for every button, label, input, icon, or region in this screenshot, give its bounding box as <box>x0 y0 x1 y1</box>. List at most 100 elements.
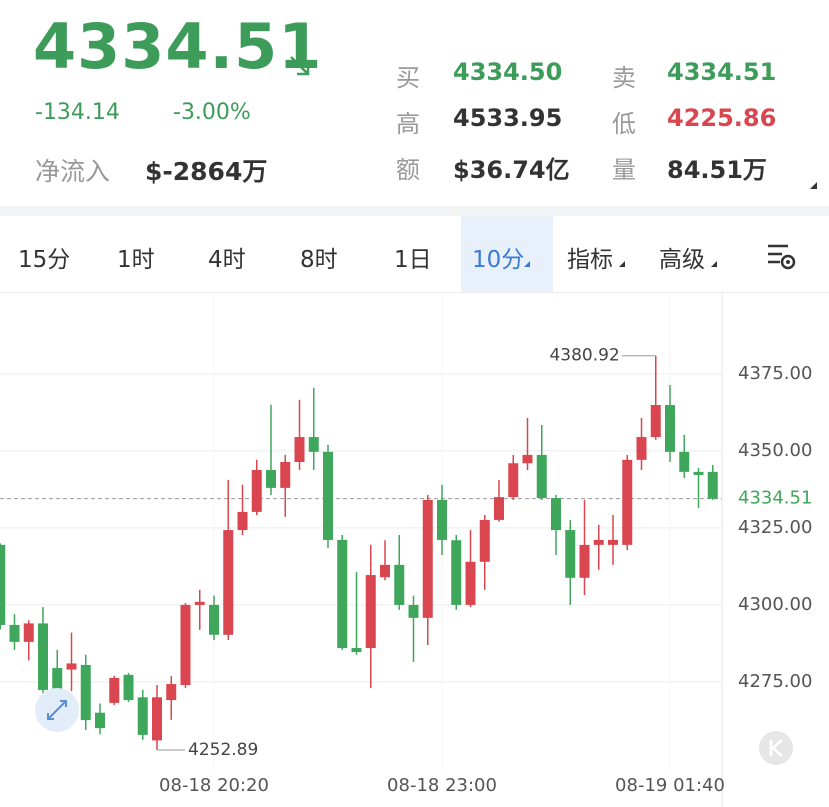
candle-body <box>294 437 305 463</box>
candle-body <box>408 604 419 618</box>
last-price-label: 4334.51 <box>738 488 812 509</box>
candle-body <box>80 664 91 721</box>
net-inflow: $-2864万 <box>145 157 268 186</box>
tab[interactable]: 高级 <box>659 247 705 273</box>
candle-body <box>323 451 333 540</box>
quote-label: 低 <box>612 110 636 138</box>
quote-label: 量 <box>612 156 636 184</box>
candle-body <box>551 498 561 531</box>
quote-value: 84.51万 <box>667 156 767 184</box>
x-tick-label: 08-18 23:00 <box>387 775 497 796</box>
candle-body <box>665 405 675 452</box>
candle-body <box>9 624 20 642</box>
candle-body <box>422 499 433 618</box>
candle-body <box>52 668 63 690</box>
candle-body <box>194 601 205 605</box>
quote-label: 额 <box>396 156 420 184</box>
candle-body <box>494 497 504 520</box>
tab-dropdown <box>711 261 717 267</box>
candle-body <box>180 604 191 685</box>
expand-toggle[interactable] <box>810 182 817 189</box>
candle-body <box>593 539 604 545</box>
tab[interactable]: 指标 <box>567 247 613 273</box>
net-inflow-label: 净流入 <box>35 157 111 186</box>
y-tick-label: 4350.00 <box>738 440 812 461</box>
candle-body <box>536 454 547 499</box>
tab[interactable]: 1时 <box>117 247 155 273</box>
candle-body <box>223 530 234 635</box>
candle-body <box>693 471 704 475</box>
candle-body <box>579 544 590 578</box>
candle-body <box>351 648 362 653</box>
y-tick-label: 4275.00 <box>738 671 812 692</box>
candle-body <box>308 437 319 452</box>
x-tick-label: 08-18 20:20 <box>159 775 269 796</box>
candle-body <box>38 623 48 690</box>
candle-body <box>565 530 576 578</box>
candle-body <box>650 405 661 438</box>
tab-bar: 15分 1时 4时 8时 1日 10分 指标 高级 <box>0 216 829 293</box>
candle-body <box>337 539 348 649</box>
candle-body <box>166 684 177 701</box>
candle-body <box>209 604 219 635</box>
candle-body <box>280 462 291 488</box>
candle-body <box>437 499 447 540</box>
quote-value: 4225.86 <box>667 104 777 132</box>
settings-icon[interactable] <box>766 242 800 272</box>
candle-body <box>0 544 6 625</box>
x-tick-label: 08-19 01:40 <box>615 775 725 796</box>
quote-label: 买 <box>396 64 420 92</box>
candle-body <box>508 463 519 498</box>
tab[interactable]: 4时 <box>208 247 246 273</box>
tab[interactable]: 10分 <box>472 247 525 273</box>
candle-body <box>152 697 162 741</box>
candle-body <box>380 564 390 578</box>
candle-body <box>608 539 618 545</box>
tab[interactable]: 15分 <box>18 247 71 273</box>
quote-label: 高 <box>396 110 420 138</box>
candle-body <box>365 575 376 649</box>
quote-value: 4533.95 <box>453 104 563 132</box>
change-pct: -3.00% <box>173 100 251 125</box>
candle-body <box>123 674 134 701</box>
candle-body <box>707 471 718 499</box>
candle-body <box>394 564 405 605</box>
quote-value: 4334.50 <box>453 58 563 86</box>
back-icon <box>769 739 783 757</box>
candle-body <box>522 454 533 464</box>
chart: 4275.00 4300.00 4325.00 4350.00 4375.00 08-18… <box>0 292 812 807</box>
candle-body <box>636 437 647 460</box>
candle-body <box>137 697 148 735</box>
candle-body <box>622 459 633 545</box>
back-button[interactable] <box>759 731 793 765</box>
candle-body <box>237 511 248 531</box>
quote-value: $36.74亿 <box>453 156 570 184</box>
change: -134.14 <box>35 100 120 125</box>
annotation-label: 4380.92 <box>549 346 619 366</box>
candle-body <box>23 623 34 642</box>
candle-body <box>479 519 490 562</box>
tab-dropdown <box>524 261 530 267</box>
candle-body <box>465 561 476 605</box>
y-tick-label: 4375.00 <box>738 363 812 384</box>
candle-body <box>679 451 690 472</box>
candle-body <box>109 677 120 703</box>
candle-body <box>266 470 276 488</box>
y-tick-label: 4325.00 <box>738 517 812 538</box>
separator <box>0 206 829 216</box>
quote-value: 4334.51 <box>667 58 777 86</box>
candle-body <box>95 712 105 729</box>
annotation-label: 4252.89 <box>188 740 258 760</box>
tab[interactable]: 8时 <box>300 247 338 273</box>
active-tab-bg <box>461 216 553 292</box>
y-tick-label: 4300.00 <box>738 594 812 615</box>
quote-label: 卖 <box>612 64 636 92</box>
tab-dropdown <box>619 261 625 267</box>
candle-body <box>251 470 262 512</box>
zoom-icon <box>47 700 67 720</box>
price: 4334.51 <box>33 10 323 83</box>
tab[interactable]: 1日 <box>394 247 432 273</box>
candle-body <box>66 663 77 670</box>
candle-body <box>451 540 462 605</box>
